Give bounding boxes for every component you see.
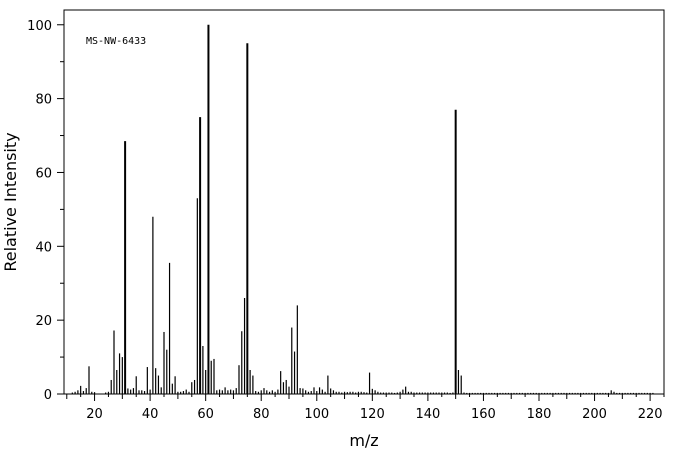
y-tick-label: 20 [35, 314, 52, 329]
x-tick-label: 60 [197, 407, 214, 422]
y-tick-label: 80 [35, 93, 52, 108]
x-tick-label: 220 [638, 407, 663, 422]
y-tick-label: 100 [27, 19, 52, 34]
y-axis-ticks: 0 20 40 60 80 100 [27, 19, 64, 403]
x-tick-label: 100 [304, 407, 329, 422]
x-axis-label: m/z [349, 431, 378, 450]
y-tick-label: 0 [44, 388, 52, 403]
x-tick-label: 120 [360, 407, 385, 422]
x-tick-label: 80 [253, 407, 270, 422]
y-axis-label: Relative Intensity [1, 132, 20, 271]
y-tick-label: 40 [35, 240, 52, 255]
spectrum-annotation: MS-NW-6433 [86, 36, 146, 47]
x-tick-label: 40 [142, 407, 159, 422]
x-tick-label: 180 [527, 407, 552, 422]
y-tick-label: 60 [35, 166, 52, 181]
x-tick-label: 160 [471, 407, 496, 422]
x-tick-label: 200 [582, 407, 607, 422]
spectrum-bars [71, 24, 654, 394]
plot-frame [63, 9, 665, 395]
x-tick-label: 140 [415, 407, 440, 422]
x-axis-ticks: 20 40 60 80 100 120 140 160 180 200 220 [66, 394, 665, 422]
x-tick-label: 20 [86, 407, 103, 422]
